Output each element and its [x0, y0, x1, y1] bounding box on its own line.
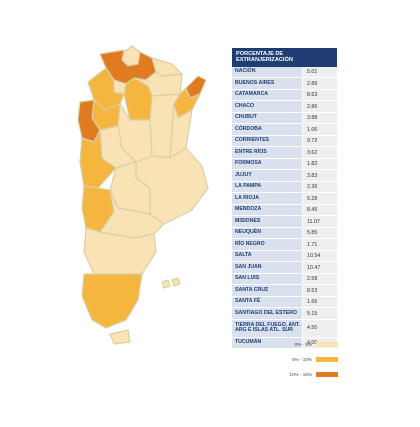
- province-value: 2.36: [302, 181, 337, 193]
- province-name: MISIONES: [232, 216, 302, 227]
- map-svg: [77, 45, 209, 345]
- province-value: 1.06: [302, 124, 337, 135]
- province-value: 10.54: [302, 250, 337, 262]
- province-name: CORRIENTES: [232, 135, 302, 147]
- table-row: SANTA FÉ 1.66: [232, 296, 337, 309]
- province-value: 8.45: [302, 204, 337, 216]
- table-row: SALTA 10.54: [232, 250, 337, 263]
- province-value: 11.07: [302, 216, 337, 227]
- table-row: CATAMARCA 8.63: [232, 89, 337, 102]
- province-name: JUJUY: [232, 170, 302, 181]
- province-name: CÓRDOBA: [232, 124, 302, 135]
- province-name: LA PAMPA: [232, 181, 302, 193]
- province-name: SANTA FÉ: [232, 296, 302, 308]
- province-chubut: [83, 227, 157, 275]
- province-name: NEUQUÉN: [232, 227, 302, 239]
- province-value: 3.83: [302, 170, 337, 181]
- province-name: ENTRE RÍOS: [232, 147, 302, 158]
- province-value: 3.88: [302, 112, 337, 124]
- malvinas-island: [161, 279, 171, 289]
- table-row: BUENOS AIRES 2.89: [232, 78, 337, 90]
- province-name: NACIÓN: [232, 66, 302, 78]
- province-name: RÍO NEGRO: [232, 239, 302, 250]
- province-name: TUCUMÁN: [232, 337, 302, 349]
- province-value: 1.66: [302, 296, 337, 308]
- table-row: CÓRDOBA 1.06: [232, 124, 337, 136]
- province-name: CHACO: [232, 101, 302, 112]
- table-header: PORCENTAJE DE EXTRANJERIZACIÓN: [232, 48, 337, 67]
- legend-swatch: [316, 371, 338, 377]
- province-entre-ríos: [169, 103, 193, 159]
- province-name: SAN JUAN: [232, 262, 302, 273]
- province-tierra-del-fuego-ant-arg-e-islas-atl-sur: [109, 329, 131, 345]
- legend-swatch: [316, 341, 338, 347]
- legend-item: 10% - 15%: [276, 370, 338, 378]
- province-value: 3.62: [302, 147, 337, 158]
- province-value: 5.85: [302, 227, 337, 239]
- province-name: SANTIAGO DEL ESTERO: [232, 308, 302, 319]
- table-row: SAN JUAN 10.47: [232, 262, 337, 274]
- argentina-choropleth-map: [70, 38, 220, 348]
- table-body: NACIÓN 5.01 BUENOS AIRES 2.89 CATAMARCA 8.63 C…: [232, 66, 337, 350]
- table-row: SAN LUIS 2.58: [232, 273, 337, 286]
- legend-item: 0% - 5%: [276, 340, 338, 348]
- province-value: 4.50: [302, 319, 337, 337]
- province-name: TIERRA DEL FUEGO, ANT. ARG E ISLAS ATL. …: [232, 319, 302, 337]
- province-name: FORMOSA: [232, 158, 302, 170]
- table-row: RÍO NEGRO 1.71: [232, 239, 337, 251]
- province-name: BUENOS AIRES: [232, 78, 302, 89]
- province-value: 2.89: [302, 78, 337, 89]
- table-row: ENTRE RÍOS 3.62: [232, 147, 337, 159]
- province-value: 5.15: [302, 308, 337, 319]
- table-row: TIERRA DEL FUEGO, ANT. ARG E ISLAS ATL. …: [232, 319, 337, 338]
- province-value: 8.63: [302, 89, 337, 101]
- malvinas-island: [171, 277, 181, 287]
- map-legend: 0% - 5% 5% - 10% 10% - 15%: [276, 340, 338, 385]
- province-value: 1.82: [302, 158, 337, 170]
- table-row: LA RIOJA 5.28: [232, 193, 337, 205]
- table-row: NEUQUÉN 5.85: [232, 227, 337, 240]
- table-row: NACIÓN 5.01: [232, 66, 337, 79]
- table-row: CHUBUT 3.88: [232, 112, 337, 125]
- province-name: SALTA: [232, 250, 302, 262]
- province-santa-cruz: [81, 273, 143, 329]
- province-name: MENDOZA: [232, 204, 302, 216]
- data-table: PORCENTAJE DE EXTRANJERIZACIÓN NACIÓN 5.0…: [232, 48, 337, 350]
- table-row: CORRIENTES 9.72: [232, 135, 337, 148]
- province-value: 2.86: [302, 101, 337, 112]
- province-value: 2.58: [302, 273, 337, 285]
- table-row: FORMOSA 1.82: [232, 158, 337, 171]
- province-name: SANTA CRUZ: [232, 285, 302, 296]
- province-name: CHUBUT: [232, 112, 302, 124]
- legend-label: 10% - 15%: [289, 371, 312, 377]
- province-value: 8.53: [302, 285, 337, 296]
- province-value: 5.01: [302, 66, 337, 78]
- table-row: SANTA CRUZ 8.53: [232, 285, 337, 297]
- table-row: JUJUY 3.83: [232, 170, 337, 182]
- table-row: MENDOZA 8.45: [232, 204, 337, 217]
- province-value: 9.72: [302, 135, 337, 147]
- table-row: CHACO 2.86: [232, 101, 337, 113]
- legend-label: 5% - 10%: [292, 356, 312, 362]
- legend-item: 5% - 10%: [276, 355, 338, 363]
- table-row: SANTIAGO DEL ESTERO 5.15: [232, 308, 337, 320]
- province-value: 10.47: [302, 262, 337, 273]
- legend-label: 0% - 5%: [294, 341, 312, 347]
- province-name: SAN LUIS: [232, 273, 302, 285]
- province-name: CATAMARCA: [232, 89, 302, 101]
- province-value: 5.28: [302, 193, 337, 204]
- table-row: LA PAMPA 2.36: [232, 181, 337, 194]
- legend-swatch: [316, 356, 338, 362]
- table-row: MISIONES 11.07: [232, 216, 337, 228]
- province-value: 1.71: [302, 239, 337, 250]
- province-name: LA RIOJA: [232, 193, 302, 204]
